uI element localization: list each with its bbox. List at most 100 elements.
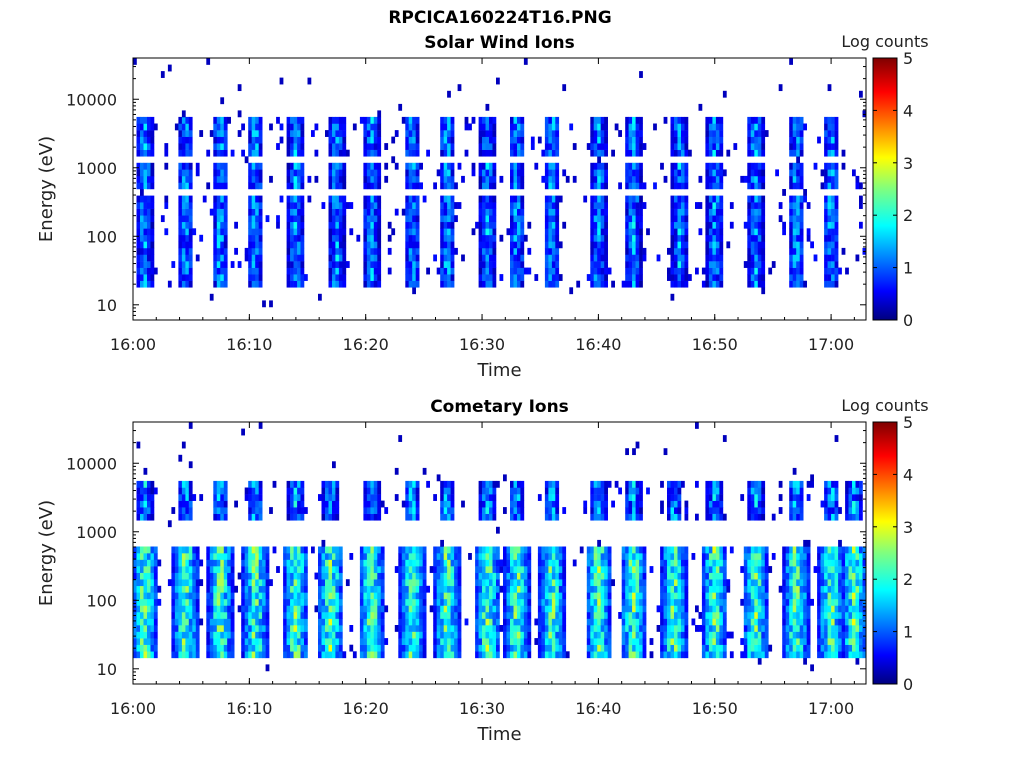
spectrogram-cell (548, 280, 553, 288)
spectrogram-cell (188, 638, 193, 645)
spectrogram-cell (562, 651, 567, 659)
spectrogram-cell (293, 566, 298, 573)
spectrogram-cell (520, 149, 525, 157)
spectrogram-cell (262, 566, 266, 573)
spectrogram-cell (712, 221, 717, 229)
spectrogram-cell (377, 625, 382, 632)
spectrogram-cell (174, 612, 179, 619)
spectrogram-cell (220, 261, 225, 268)
spectrogram-cell (251, 202, 256, 209)
spectrogram-cell (558, 559, 563, 567)
spectrogram-cell (405, 234, 410, 242)
spectrogram-cell (206, 149, 211, 157)
spectrogram-cell (227, 625, 231, 632)
spectrogram-cell (705, 500, 710, 508)
spectrogram-cell (244, 566, 249, 573)
spectrogram-cell (590, 553, 595, 560)
spectrogram-cell (492, 612, 497, 619)
spectrogram-cell (136, 618, 141, 626)
spectrogram-cell (792, 215, 797, 223)
spectrogram-cell (359, 559, 364, 567)
spectrogram-cell (670, 169, 675, 177)
spectrogram-cell (377, 136, 382, 144)
spectrogram-cell (635, 585, 640, 593)
spectrogram-cell (590, 507, 595, 514)
spectrogram-cell (834, 261, 839, 268)
spectrogram-cell (471, 116, 476, 124)
spectrogram-cell (300, 130, 305, 137)
spectrogram-cell (527, 579, 532, 587)
spectrogram-cell (366, 208, 371, 216)
spectrogram-cell (290, 267, 294, 275)
spectrogram-cell (548, 175, 553, 183)
spectrogram-cell (370, 480, 375, 488)
spectrogram-cell (209, 598, 214, 606)
spectrogram-cell (632, 592, 636, 600)
spectrogram-cell (625, 546, 629, 554)
spectrogram-cell (408, 566, 413, 573)
spectrogram-cell (258, 572, 263, 580)
spectrogram-cell (408, 195, 413, 203)
spectrogram-cell (328, 598, 333, 606)
spectrogram-cell (283, 598, 287, 606)
spectrogram-cell (625, 175, 629, 183)
spectrogram-cell (408, 274, 413, 281)
spectrogram-cell (628, 566, 633, 573)
spectrogram-cell (248, 553, 252, 560)
spectrogram-cell (496, 559, 500, 567)
spectrogram-cell (475, 618, 479, 626)
spectrogram-cell (684, 143, 689, 150)
spectrogram-cell (471, 169, 476, 177)
spectrogram-cell (415, 247, 420, 255)
spectrogram-cell (373, 487, 378, 495)
spectrogram-cell (482, 605, 486, 613)
spectrogram-cell (290, 202, 294, 209)
spectrogram-cell (541, 175, 546, 183)
spectrogram-cell (405, 546, 410, 554)
spectrogram-cell (593, 553, 598, 560)
spectrogram-cell (593, 585, 598, 593)
spectrogram-cell (674, 130, 678, 137)
spectrogram-cell (457, 572, 462, 580)
spectrogram-cell (328, 182, 333, 190)
spectrogram-cell (705, 618, 710, 626)
spectrogram-cell (496, 612, 500, 619)
spectrogram-cell (167, 579, 172, 587)
spectrogram-cell (517, 585, 521, 593)
spectrogram-cell (335, 215, 340, 223)
spectrogram-cell (799, 254, 804, 262)
spectrogram-cell (143, 221, 148, 229)
spectrogram-cell (558, 612, 563, 619)
spectrogram-cell (712, 546, 717, 554)
spectrogram-cell (297, 487, 301, 495)
spectrogram-cell (178, 254, 183, 262)
spectrogram-cell (551, 143, 556, 150)
spectrogram-cell (363, 143, 368, 150)
spectrogram-cell (401, 638, 406, 645)
spectrogram-cell (244, 598, 249, 606)
spectrogram-cell (478, 572, 483, 580)
spectrogram-cell (325, 480, 329, 488)
spectrogram-cell (628, 215, 633, 223)
spectrogram-cell (681, 254, 685, 262)
spectrogram-cell (286, 254, 291, 262)
spectrogram-cell (147, 579, 151, 587)
spectrogram-cell (147, 651, 151, 659)
spectrogram-cell (831, 280, 835, 288)
spectrogram-cell (604, 625, 608, 632)
spectrogram-cell (401, 651, 406, 659)
colorbar-tick-label: 4 (903, 101, 913, 120)
spectrogram-cell (719, 228, 724, 236)
spectrogram-cell (593, 572, 598, 580)
spectrogram-cell (415, 182, 420, 190)
spectrogram-cell (628, 228, 633, 236)
spectrogram-cell (827, 215, 832, 223)
spectrogram-cell (510, 598, 514, 606)
spectrogram-cell (496, 618, 500, 626)
spectrogram-cell (551, 195, 556, 203)
spectrogram-cell (286, 480, 291, 488)
spectrogram-cell (708, 612, 713, 619)
spectrogram-cell (558, 572, 563, 580)
spectrogram-cell (600, 162, 605, 170)
spectrogram-cell (548, 651, 553, 659)
